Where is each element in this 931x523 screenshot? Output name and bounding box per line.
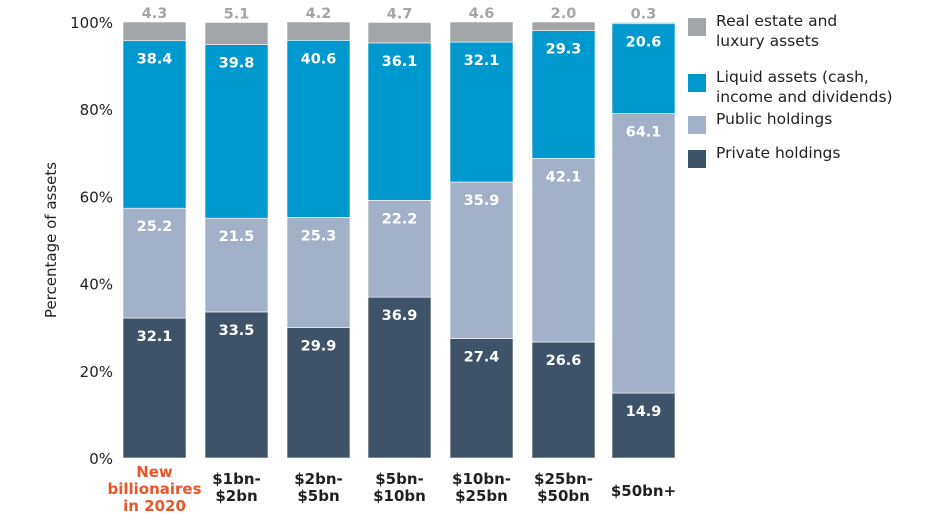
legend-item: Public holdings: [688, 110, 832, 134]
bar-segment-public: [611, 113, 676, 394]
bar-segment-liquid: [611, 23, 676, 114]
bar-segment-real: [611, 22, 676, 25]
data-label: 42.1: [546, 169, 582, 185]
legend-swatch: [688, 18, 706, 36]
bar-segment-public: [122, 207, 187, 319]
bar-segment-liquid: [531, 30, 596, 159]
data-label: 38.4: [137, 52, 173, 68]
data-label: 0.3: [631, 6, 657, 22]
legend-label: Liquid assets (cash, income and dividends…: [716, 68, 893, 106]
x-tick-label: $25bn-$50bn: [534, 470, 593, 505]
x-tick-label: New billionaires in 2020: [107, 463, 201, 515]
bar-stack: 26.6 42.1 29.3 2.0: [531, 6, 596, 459]
data-label: 4.7: [387, 6, 413, 22]
y-tick-label: 100%: [70, 14, 113, 32]
legend-label: Public holdings: [716, 110, 832, 128]
y-tick-label: 0%: [89, 450, 113, 468]
bar-segment-public: [286, 217, 351, 328]
bar-segment-public: [367, 200, 432, 298]
data-label: 32.1: [464, 53, 500, 69]
data-label: 20.6: [626, 35, 662, 51]
bar-segment-real: [204, 22, 269, 45]
bar-stack: 36.9 22.2 36.1 4.7: [367, 6, 432, 459]
y-axis-label: Percentage of assets: [42, 162, 60, 318]
x-tick-label: $2bn-$5bn: [294, 470, 343, 505]
data-label: 25.3: [301, 228, 337, 244]
y-tick-label: 20%: [80, 363, 113, 381]
x-axis: New billionaires in 2020 $1bn-$2bn $2bn-$5bn…: [107, 463, 676, 515]
data-label: 5.1: [224, 6, 250, 22]
data-label: 40.6: [301, 51, 337, 67]
data-label: 36.1: [382, 54, 418, 70]
data-label: 25.2: [137, 219, 173, 235]
bar-stack: 14.9 64.1 20.6 0.3: [611, 6, 676, 459]
data-label: 36.9: [382, 308, 418, 324]
data-label: 14.9: [626, 404, 662, 420]
y-tick-label: 60%: [80, 188, 113, 206]
bars: 32.1 25.2 38.4 4.3 33.5 21.5 39.8 5.1 29.9 25.3 40…: [122, 6, 676, 459]
data-label: 4.2: [306, 6, 332, 22]
data-label: 2.0: [551, 6, 577, 22]
data-label: 22.2: [382, 211, 418, 227]
bar-stack: 32.1 25.2 38.4 4.3: [122, 6, 187, 459]
bar-segment-private: [367, 296, 432, 459]
bar-segment-liquid: [286, 40, 351, 218]
data-label: 4.6: [469, 6, 495, 22]
legend-label: Private holdings: [716, 144, 840, 162]
bar-segment-real: [367, 22, 432, 44]
bar-segment-private: [449, 338, 514, 459]
y-tick-label: 80%: [80, 101, 113, 119]
bar-segment-public: [531, 158, 596, 343]
legend-swatch: [688, 74, 706, 92]
bar-segment-private: [122, 317, 187, 459]
bar-segment-liquid: [449, 41, 514, 183]
bar-segment-real: [286, 21, 351, 41]
legend-item: Liquid assets (cash, income and dividends…: [688, 68, 893, 106]
bar-segment-real: [531, 21, 596, 32]
y-tick-label: 40%: [80, 276, 113, 294]
data-label: 64.1: [626, 125, 662, 141]
legend-swatch: [688, 150, 706, 168]
bar-segment-liquid: [367, 42, 432, 201]
data-label: 21.5: [219, 229, 255, 245]
bar-segment-liquid: [204, 44, 269, 219]
bar-segment-real: [449, 21, 514, 43]
bar-stack: 33.5 21.5 39.8 5.1: [204, 6, 269, 459]
bar-segment-private: [611, 392, 676, 459]
bar-stack: 29.9 25.3 40.6 4.2: [286, 6, 351, 459]
x-tick-label: $10bn-$25bn: [452, 470, 511, 505]
bar-segment-private: [531, 341, 596, 459]
legend-item: Private holdings: [688, 144, 840, 168]
bar-segment-public: [204, 217, 269, 313]
bar-segment-real: [122, 21, 187, 42]
legend-item: Real estate and luxury assets: [688, 12, 837, 50]
data-label: 29.3: [546, 42, 582, 58]
bar-stack: 27.4 35.9 32.1 4.6: [449, 6, 514, 459]
data-label: 35.9: [464, 193, 500, 209]
data-label: 4.3: [142, 6, 168, 22]
data-label: 29.9: [301, 339, 337, 355]
data-label: 27.4: [464, 350, 500, 366]
y-axis: 0% 20% 40% 60% 80% 100%: [70, 14, 113, 468]
data-label: 33.5: [219, 323, 255, 339]
x-tick-label: $1bn-$2bn: [212, 470, 261, 505]
legend-swatch: [688, 116, 706, 134]
x-tick-label: $5bn-$10bn: [373, 470, 426, 505]
data-label: 39.8: [219, 56, 255, 72]
legend-label: Real estate and luxury assets: [716, 12, 837, 50]
data-label: 32.1: [137, 329, 173, 345]
legend: Real estate and luxury assets Liquid asset…: [688, 12, 893, 168]
bar-segment-private: [204, 311, 269, 459]
x-tick-label: $50bn+: [611, 482, 676, 500]
data-label: 26.6: [546, 353, 582, 369]
bar-segment-private: [286, 327, 351, 459]
